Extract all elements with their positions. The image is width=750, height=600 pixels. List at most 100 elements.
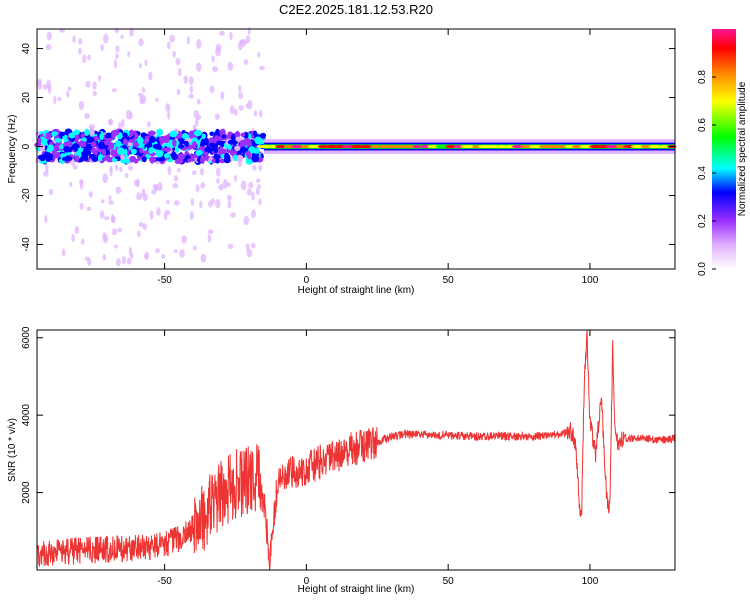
heatmap-cell xyxy=(136,192,142,201)
heatmap-cell xyxy=(148,136,157,143)
heatmap-cell xyxy=(172,139,177,147)
heatmap-cell xyxy=(192,124,197,130)
spectrogram-x-tick-label: -50 xyxy=(157,275,172,286)
heatmap-cell xyxy=(68,132,76,139)
heatmap-cell xyxy=(90,147,97,154)
heatmap-cell xyxy=(215,157,220,164)
colorbar-label: Normalized spectral amplitude xyxy=(737,81,748,216)
heatmap-band-cell xyxy=(445,145,457,149)
snr-y-tick-label: 2000 xyxy=(21,481,32,504)
heatmap-cell xyxy=(156,207,161,216)
heatmap-cell xyxy=(251,155,259,163)
heatmap-cell xyxy=(183,75,189,84)
heatmap-cell xyxy=(87,54,91,61)
heatmap-cell xyxy=(155,149,164,158)
heatmap-cell xyxy=(104,133,113,139)
heatmap-cell xyxy=(99,210,105,219)
heatmap-cell xyxy=(235,136,242,142)
heatmap-cell xyxy=(72,98,77,109)
heatmap-cell xyxy=(201,133,206,139)
heatmap-cell xyxy=(142,193,148,202)
spectrogram-x-tick-label: 100 xyxy=(582,275,599,286)
heatmap-cell xyxy=(188,94,194,99)
heatmap-cell xyxy=(78,100,84,111)
heatmap-cell xyxy=(166,199,170,205)
heatmap-cell xyxy=(89,128,95,137)
heatmap-band-cell xyxy=(377,145,389,149)
heatmap-cell xyxy=(167,110,171,120)
heatmap-cell xyxy=(232,154,238,162)
heatmap-cell xyxy=(114,27,120,34)
heatmap-cell xyxy=(255,187,260,196)
heatmap-cell xyxy=(238,105,244,111)
heatmap-cell xyxy=(36,137,42,144)
heatmap-cell xyxy=(233,108,238,116)
snr-frame xyxy=(36,329,676,571)
heatmap-cell xyxy=(117,227,123,233)
spectrogram-heatmap xyxy=(34,26,677,267)
heatmap-cell xyxy=(233,174,238,182)
heatmap-cell xyxy=(199,200,203,209)
heatmap-cell xyxy=(133,179,140,187)
heatmap-cell xyxy=(195,149,203,156)
heatmap-cell xyxy=(111,88,117,93)
heatmap-cell xyxy=(121,255,126,265)
heatmap-cell xyxy=(175,57,181,66)
heatmap-cell xyxy=(183,140,189,145)
heatmap-cell xyxy=(46,31,52,41)
heatmap-cell xyxy=(149,210,154,220)
heatmap-cell xyxy=(142,223,148,230)
heatmap-cell xyxy=(116,258,121,267)
heatmap-cell xyxy=(47,144,55,152)
heatmap-cell xyxy=(44,214,48,224)
heatmap-cell xyxy=(45,132,52,138)
heatmap-band-cell xyxy=(659,145,668,149)
heatmap-cell xyxy=(207,229,214,235)
heatmap-cell xyxy=(89,153,96,159)
heatmap-cell xyxy=(102,173,109,184)
heatmap-cell xyxy=(59,28,65,33)
heatmap-cell xyxy=(258,109,263,118)
heatmap-cell xyxy=(173,249,178,254)
heatmap-cell xyxy=(130,252,134,260)
heatmap-cell xyxy=(252,164,257,171)
heatmap-cell xyxy=(101,148,107,157)
heatmap-cell xyxy=(61,248,66,257)
heatmap-cell xyxy=(196,38,202,49)
heatmap-cell xyxy=(181,235,187,244)
heatmap-cell xyxy=(180,227,185,237)
heatmap-cell xyxy=(138,38,144,47)
snr-series-line xyxy=(36,329,676,571)
heatmap-cell xyxy=(195,116,199,127)
spectrogram-y-label: Frequency (Hz) xyxy=(7,115,18,184)
heatmap-cell xyxy=(130,148,137,155)
heatmap-cell xyxy=(55,36,61,47)
heatmap-cell xyxy=(48,188,54,196)
heatmap-cell xyxy=(216,167,221,177)
heatmap-cell xyxy=(156,128,163,136)
heatmap-band-cell xyxy=(275,145,287,149)
heatmap-cell xyxy=(77,147,84,153)
heatmap-cell xyxy=(39,154,46,162)
heatmap-cell xyxy=(169,34,175,43)
colorbar: 0.0 0.2 0.4 0.6 0.8 Normalized spectral ampl… xyxy=(697,29,748,276)
heatmap-cell xyxy=(129,112,133,120)
heatmap-cell xyxy=(246,248,253,258)
heatmap-cell xyxy=(126,257,132,265)
heatmap-cell xyxy=(186,35,190,45)
heatmap-cell xyxy=(207,233,212,243)
heatmap-cell xyxy=(167,41,171,50)
heatmap-cell xyxy=(247,99,253,110)
heatmap-cell xyxy=(127,50,131,58)
heatmap-cell xyxy=(227,243,234,250)
heatmap-cell xyxy=(111,228,118,236)
heatmap-cell xyxy=(243,215,250,226)
heatmap-cell xyxy=(86,206,92,212)
snr-x-ticks: -50 0 50 100 xyxy=(157,330,599,587)
heatmap-cell xyxy=(138,63,143,69)
heatmap-band-cell xyxy=(412,145,422,149)
heatmap-cell xyxy=(71,233,76,243)
heatmap-cell xyxy=(258,164,263,172)
heatmap-cell xyxy=(47,153,54,160)
heatmap-cell xyxy=(213,154,219,160)
